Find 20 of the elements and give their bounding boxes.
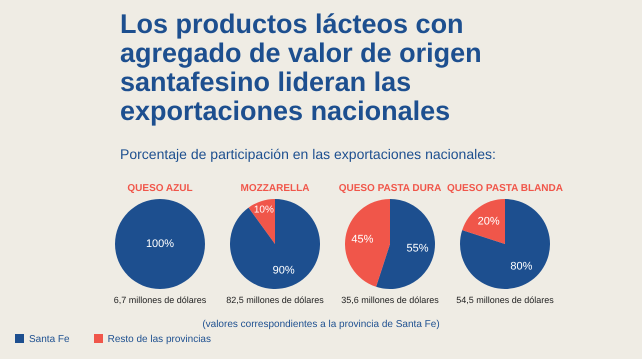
data-label: 90%	[272, 264, 295, 277]
data-label: 20%	[478, 215, 500, 228]
data-label: 100%	[146, 238, 174, 250]
data-label: 10%	[254, 204, 274, 216]
text: 54,5 millones de dólares	[455, 295, 555, 305]
text: Porcentaje de participación en las exportaciones nacionales:	[120, 146, 496, 162]
chart-title: QUESO PASTA BLANDA	[447, 182, 563, 194]
chart-title: QUESO AZUL	[126, 182, 194, 194]
text: 35,6 millones de dólares	[340, 295, 440, 305]
data-label: 45%	[351, 234, 374, 246]
text: 82,5 millones de dólares	[225, 295, 325, 305]
text: (valores correspondientes a la provincia de Santa Fe)	[201, 319, 441, 330]
legend-label: Santa Fe	[28, 334, 70, 345]
text: Los productos lácteos con agregado de valor de origen santafesino lideran las exportaciones nacionales	[120, 9, 483, 126]
data-label: 55%	[406, 242, 429, 254]
chart-title: QUESO PASTA DURA	[338, 182, 442, 194]
text: 6,7 millones de dólares	[112, 295, 208, 305]
legend-label: Resto de las provincias	[106, 334, 211, 345]
chart-title: MOZZARELLA	[240, 182, 310, 194]
data-label: 80%	[510, 260, 533, 273]
